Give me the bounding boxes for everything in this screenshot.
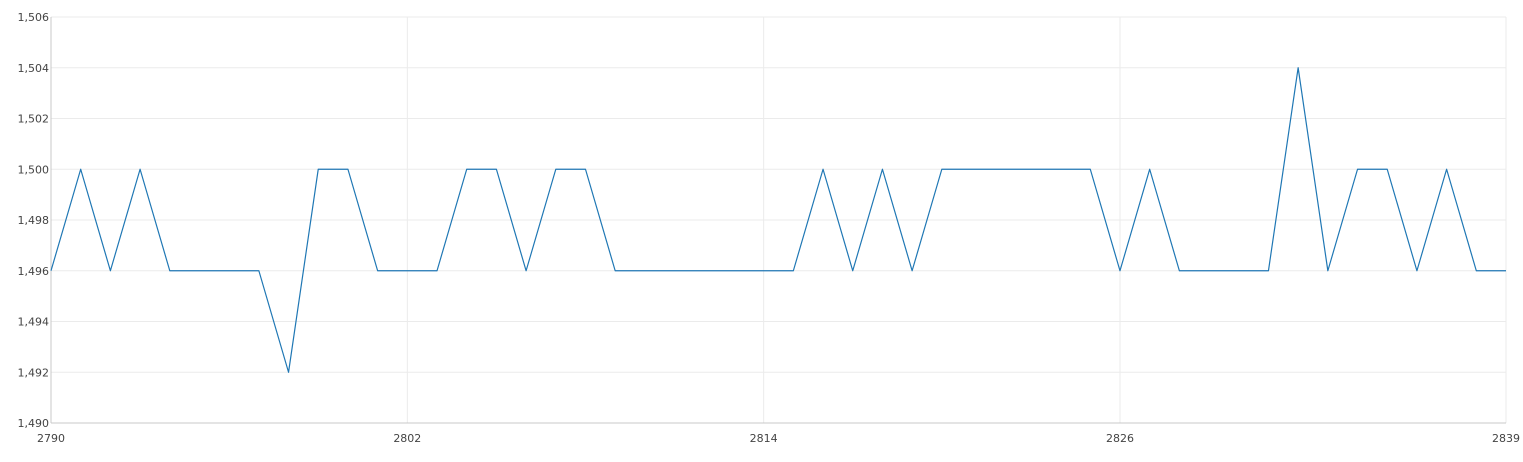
y-tick-label: 1,494 bbox=[18, 316, 50, 329]
y-tick-label: 1,500 bbox=[18, 163, 50, 176]
y-tick-label: 1,496 bbox=[18, 265, 50, 278]
x-tick-label: 2839 bbox=[1492, 432, 1520, 445]
y-tick-label: 1,506 bbox=[18, 11, 50, 24]
x-tick-label: 2814 bbox=[750, 432, 778, 445]
y-tick-label: 1,504 bbox=[18, 62, 50, 75]
x-tick-label: 2790 bbox=[37, 432, 65, 445]
grid bbox=[51, 16, 1507, 423]
x-tick-label: 2802 bbox=[393, 432, 421, 445]
x-tick-label: 2826 bbox=[1106, 432, 1134, 445]
tick-labels: 1,490 1,492 1,494 1,496 1,498 1,500 1,502 1,504… bbox=[18, 11, 1521, 445]
y-tick-label: 1,498 bbox=[18, 214, 50, 227]
y-tick-label: 1,492 bbox=[18, 366, 50, 379]
series-line bbox=[50, 67, 1506, 373]
series-layer bbox=[50, 67, 1506, 373]
axes bbox=[50, 17, 1506, 424]
y-tick-label: 1,502 bbox=[18, 113, 50, 126]
y-tick-label: 1,490 bbox=[18, 417, 50, 430]
